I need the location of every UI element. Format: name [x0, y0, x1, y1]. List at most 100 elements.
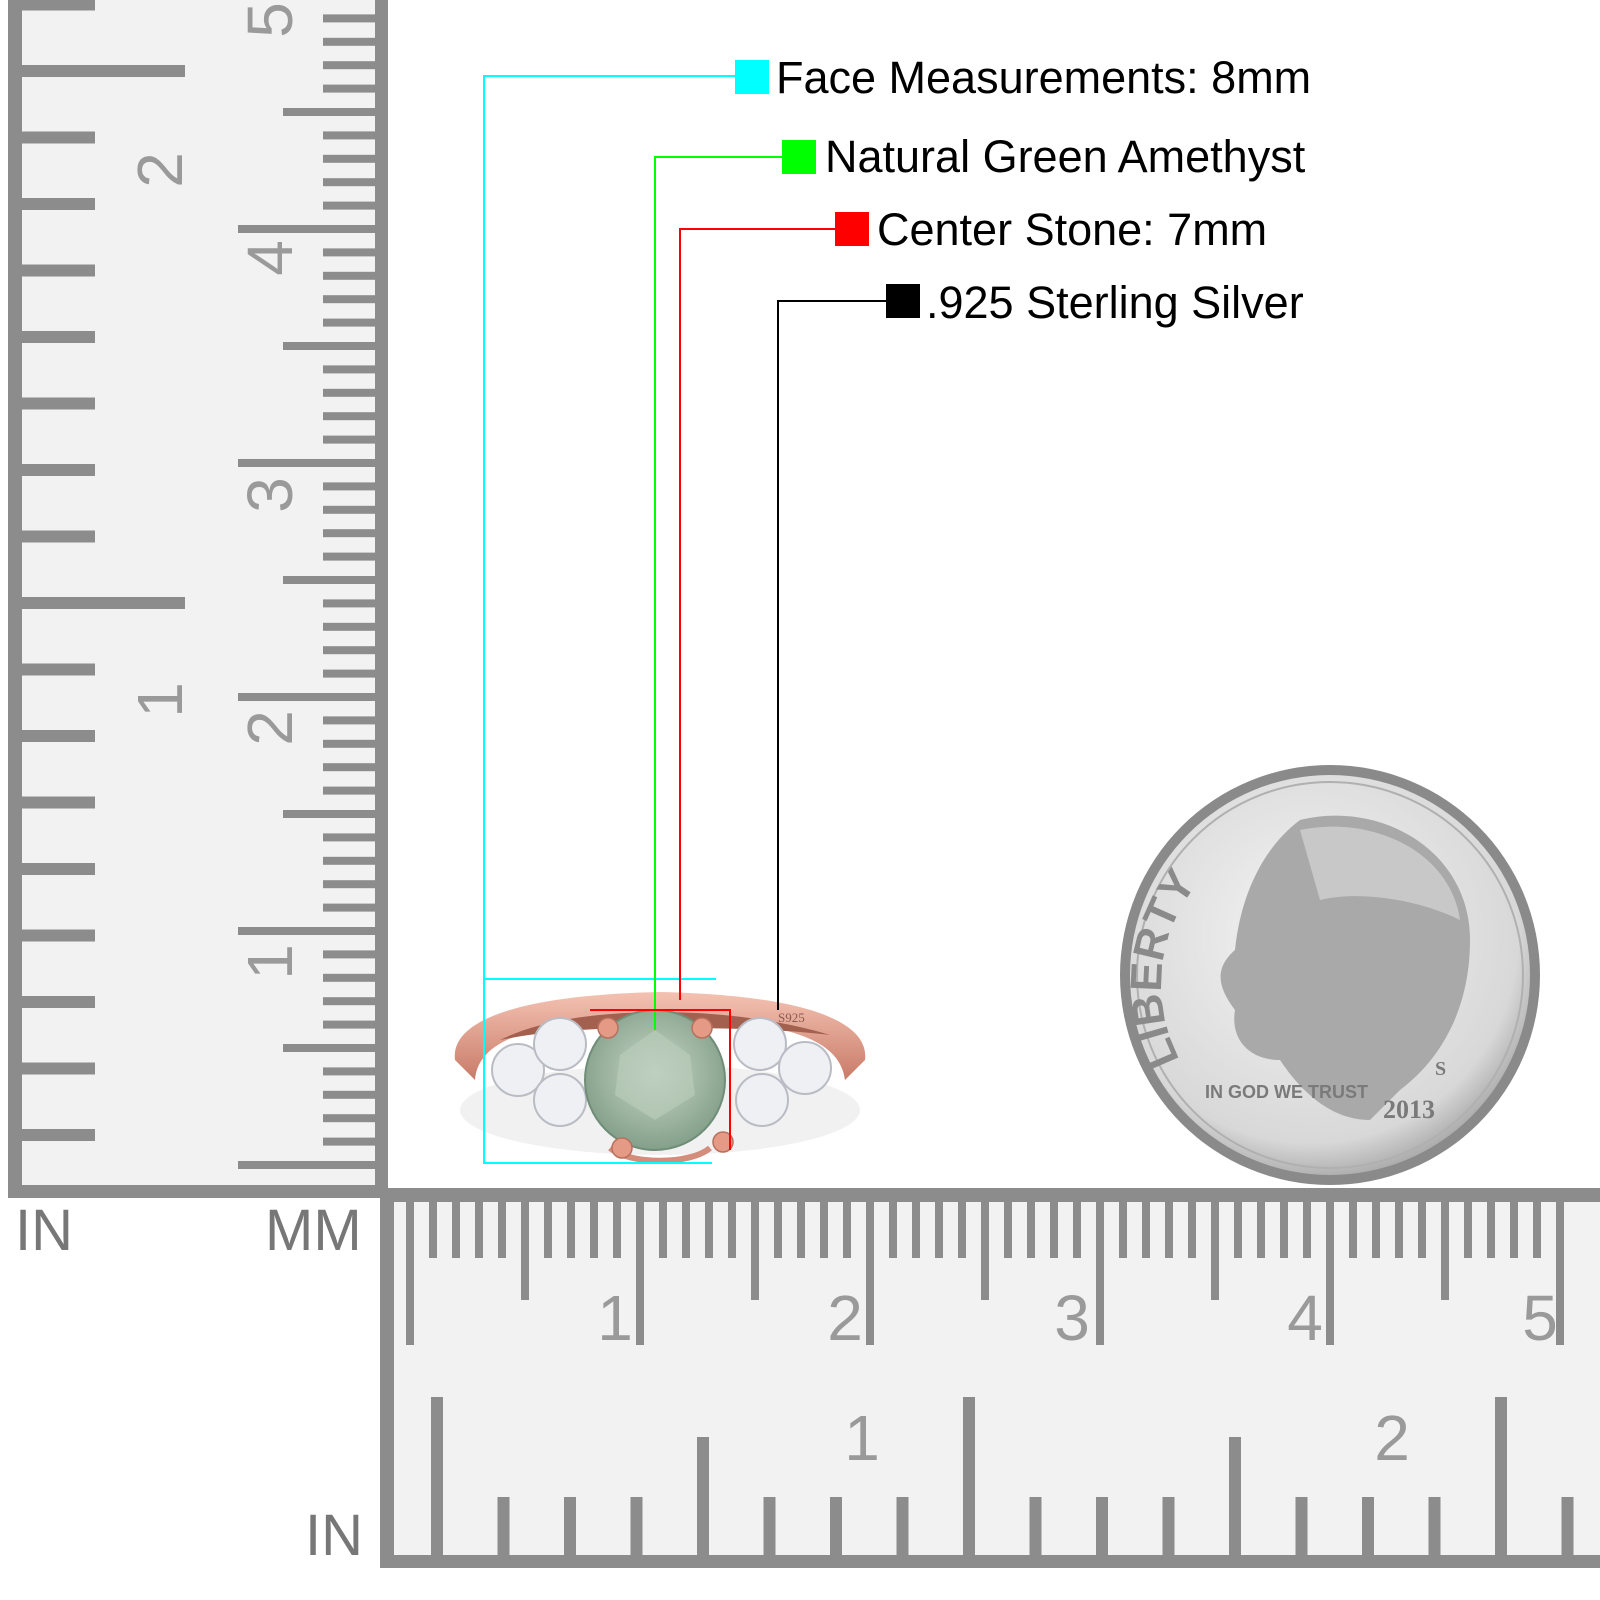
inch-tick — [20, 131, 95, 144]
mm-tick — [323, 529, 378, 538]
horizontal-ruler: 1 2 3 4 5 1 2 — [380, 1188, 1600, 1568]
coin-motto: IN GOD WE TRUST — [1205, 1082, 1368, 1102]
cm-label: 1 — [234, 944, 306, 980]
inch-tick — [963, 1397, 975, 1557]
mm-tick — [1165, 1200, 1173, 1258]
mm-tick — [323, 669, 378, 678]
mm-tick — [238, 459, 378, 467]
mm-tick — [283, 576, 378, 584]
mm-tick — [475, 1200, 483, 1258]
mm-tick — [323, 552, 378, 561]
dime-coin: LIBERTY IN GOD WE TRUST 2013 S — [1120, 765, 1540, 1185]
inch-tick — [1428, 1497, 1441, 1557]
mm-tick — [912, 1200, 920, 1258]
inch-tick — [20, 663, 95, 676]
coin-mint-mark: S — [1435, 1058, 1446, 1080]
inch-label: 1 — [844, 1402, 880, 1474]
cm-label: 3 — [1054, 1282, 1090, 1354]
mm-tick — [323, 271, 378, 280]
mm-tick — [323, 154, 378, 163]
inch-tick — [20, 996, 95, 1008]
inch-tick — [20, 65, 185, 77]
mm-tick — [1211, 1200, 1219, 1300]
mm-tick — [323, 833, 378, 842]
inch-tick — [20, 530, 95, 543]
inch-label: 2 — [124, 152, 196, 188]
mm-tick — [323, 365, 378, 374]
mm-tick — [323, 997, 378, 1006]
mm-tick — [1188, 1200, 1196, 1258]
inch-tick — [896, 1497, 909, 1557]
mm-tick — [323, 903, 378, 912]
mm-tick — [1096, 1200, 1104, 1345]
mm-tick — [751, 1200, 759, 1300]
cm-label: 2 — [234, 710, 306, 746]
mm-tick — [323, 716, 378, 725]
mm-tick — [283, 342, 378, 350]
mm-tick — [323, 14, 378, 23]
inch-tick — [20, 0, 95, 11]
mm-tick — [1119, 1200, 1127, 1258]
inch-unit-label-bottom: IN — [305, 1503, 363, 1568]
mm-tick — [889, 1200, 897, 1258]
side-stones-left — [491, 1017, 587, 1127]
mm-tick — [238, 1161, 378, 1169]
mm-tick — [323, 599, 378, 608]
inch-tick — [20, 730, 95, 742]
mm-tick — [323, 1020, 378, 1029]
mm-tick — [283, 108, 378, 116]
inch-tick — [564, 1497, 576, 1557]
mm-tick — [323, 1090, 378, 1099]
mm-tick — [1234, 1200, 1242, 1258]
cm-label: 5 — [234, 2, 306, 38]
mm-tick — [452, 1200, 460, 1258]
mm-tick — [1533, 1200, 1541, 1258]
mm-tick — [406, 1200, 414, 1345]
mm-tick — [1441, 1200, 1449, 1300]
cm-label: 2 — [827, 1282, 863, 1354]
legend: Face Measurements: 8mm Natural Green Ame… — [735, 52, 1311, 328]
inch-tick — [20, 863, 95, 875]
mm-tick — [1349, 1200, 1357, 1258]
mm-tick — [1004, 1200, 1012, 1258]
inch-tick — [20, 597, 185, 609]
mm-tick — [323, 318, 378, 327]
mm-tick — [323, 646, 378, 655]
vertical-ruler: 2 1 5 4 3 2 1 — [8, 0, 388, 1198]
mm-tick — [521, 1200, 529, 1300]
inch-tick — [431, 1397, 443, 1557]
inch-tick — [1229, 1437, 1241, 1557]
inch-tick — [20, 464, 95, 476]
cm-label: 4 — [1287, 1282, 1323, 1354]
mm-tick — [1050, 1200, 1058, 1258]
mm-tick — [820, 1200, 828, 1258]
mm-tick — [429, 1200, 437, 1258]
mm-tick — [1556, 1200, 1564, 1345]
mm-tick — [613, 1200, 621, 1258]
mm-tick — [1073, 1200, 1081, 1258]
mm-tick — [323, 739, 378, 748]
mm-tick — [323, 973, 378, 982]
mm-tick — [1372, 1200, 1380, 1258]
mm-tick — [866, 1200, 874, 1345]
mm-tick — [323, 856, 378, 865]
cm-label: 3 — [234, 477, 306, 513]
mm-tick — [1510, 1200, 1518, 1258]
mm-tick — [238, 927, 378, 935]
mm-tick — [323, 388, 378, 397]
inch-tick — [1495, 1397, 1507, 1557]
inch-tick — [20, 929, 95, 942]
mm-tick — [935, 1200, 943, 1258]
mm-tick — [323, 482, 378, 491]
legend-swatch-green — [782, 140, 816, 174]
mm-tick — [283, 1044, 378, 1052]
inch-tick — [830, 1497, 842, 1557]
inch-tick — [1561, 1497, 1574, 1557]
ring-band — [454, 992, 866, 1080]
mm-tick — [323, 1114, 378, 1123]
mm-tick — [705, 1200, 713, 1258]
inch-tick — [697, 1437, 709, 1557]
mm-tick — [283, 810, 378, 818]
cm-label: 4 — [234, 240, 306, 276]
